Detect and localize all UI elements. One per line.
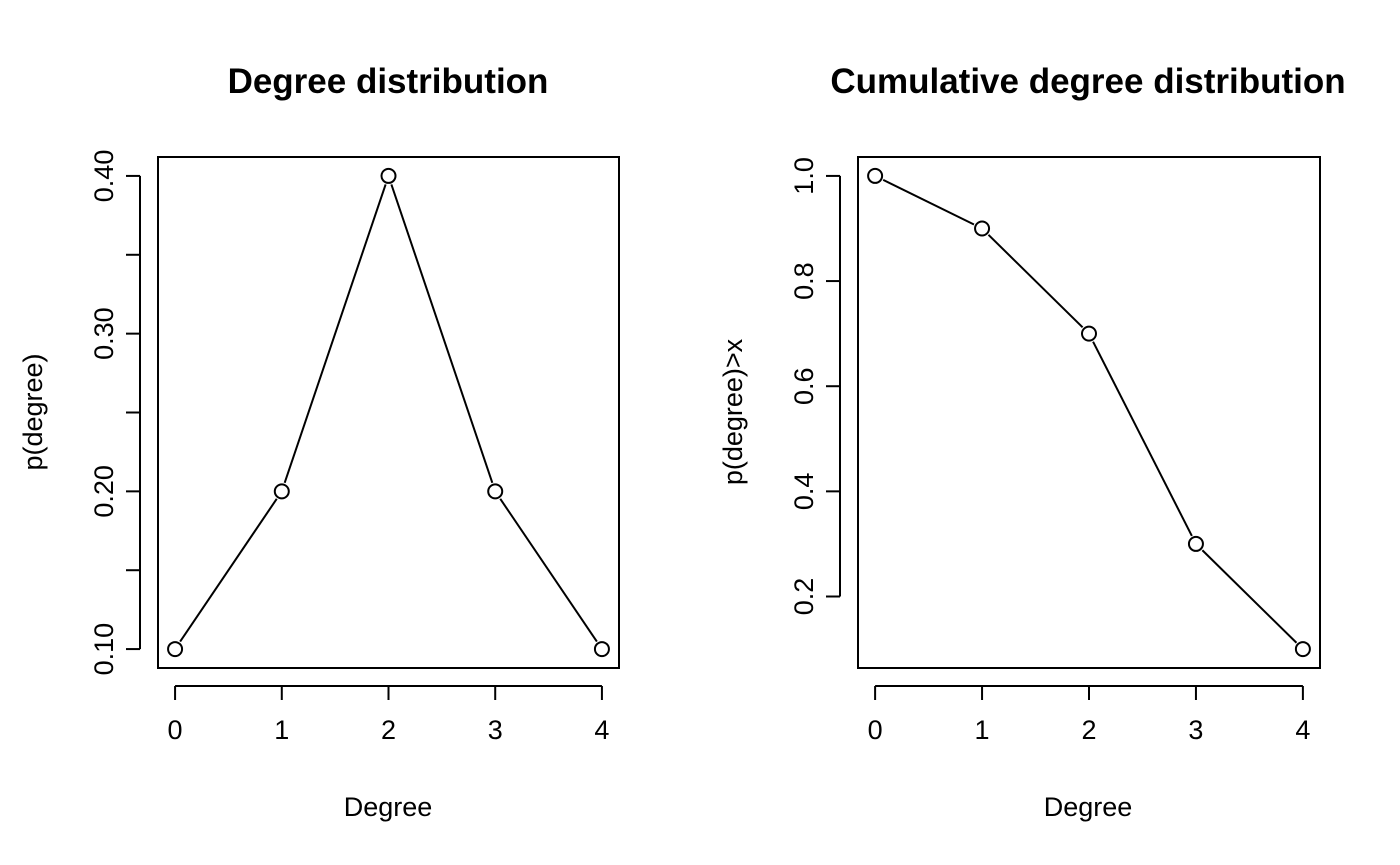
- cumulative-degree-distribution-panel: Cumulative degree distribution Degree p(…: [718, 62, 1346, 822]
- series-line-segment: [882, 178, 975, 226]
- y-axis-label: p(degree)>x: [718, 338, 748, 485]
- data-point: [273, 483, 290, 500]
- y-tick-label: 1.0: [789, 157, 819, 195]
- data-point: [487, 483, 504, 500]
- series-line-segment: [499, 498, 598, 643]
- y-tick-label: 0.6: [789, 367, 819, 405]
- data-point: [867, 167, 884, 184]
- degree-distribution-panel: Degree distribution Degree p(degree) 0 1 2…: [18, 62, 620, 822]
- plot-frame: [857, 156, 1321, 669]
- x-tick-label: 1: [274, 715, 289, 745]
- series-line-segment: [987, 234, 1084, 329]
- x-axis-label: Degree: [344, 792, 433, 822]
- series-line-segment: [1201, 549, 1298, 644]
- x-tick-label: 2: [1081, 715, 1096, 745]
- x-tick-label: 3: [488, 715, 503, 745]
- series-line-segment: [390, 184, 494, 484]
- series-line-segment: [283, 184, 387, 484]
- data-point: [1294, 641, 1311, 658]
- y-tick-label: 0.8: [789, 262, 819, 300]
- y-axis-label: p(degree): [18, 353, 48, 470]
- data-point: [1187, 535, 1204, 552]
- x-tick-label: 4: [1295, 715, 1310, 745]
- x-tick-label: 2: [381, 715, 396, 745]
- plot-frame: [157, 156, 620, 669]
- data-point: [380, 167, 397, 184]
- data-point: [1081, 325, 1097, 342]
- data-point: [974, 220, 991, 237]
- x-tick-label: 0: [868, 715, 883, 745]
- chart-title: Cumulative degree distribution: [830, 62, 1345, 101]
- chart-title: Degree distribution: [228, 62, 549, 101]
- data-point: [167, 641, 184, 658]
- y-tick-label: 0.20: [89, 465, 119, 518]
- data-point: [593, 641, 610, 658]
- series-line-segment: [1092, 341, 1193, 537]
- x-tick-label: 1: [975, 715, 990, 745]
- series-line-segment: [179, 498, 278, 643]
- y-tick-label: 0.4: [789, 473, 819, 511]
- y-tick-label: 0.30: [89, 307, 119, 360]
- y-tick-label: 0.40: [89, 150, 119, 203]
- x-tick-label: 0: [168, 715, 183, 745]
- x-axis-label: Degree: [1044, 792, 1133, 822]
- x-tick-label: 3: [1188, 715, 1203, 745]
- y-tick-label: 0.2: [789, 578, 819, 616]
- x-tick-label: 4: [594, 715, 609, 745]
- y-tick-label: 0.10: [89, 623, 119, 676]
